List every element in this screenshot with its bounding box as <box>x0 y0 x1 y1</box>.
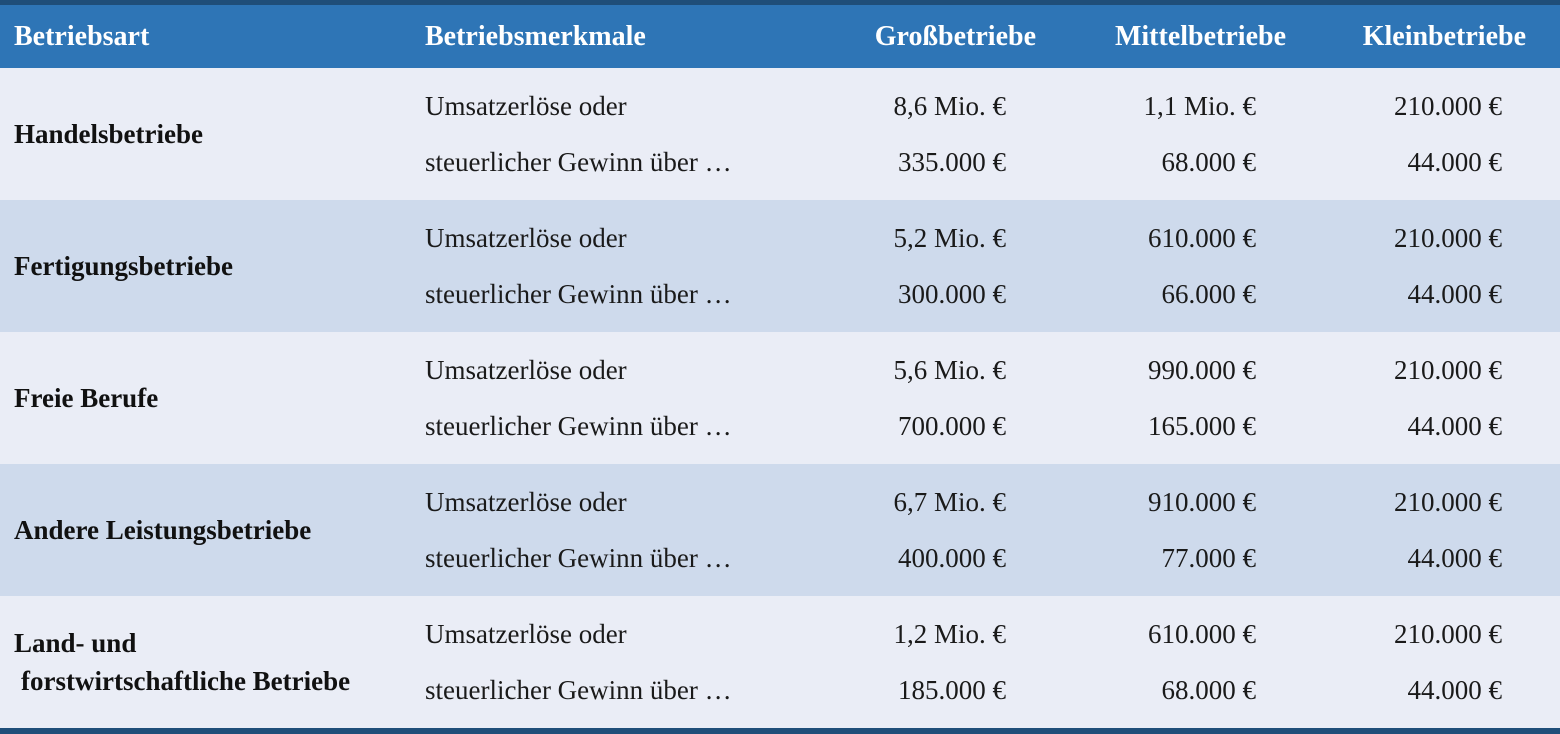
mittelbetriebe-cell: 610.000 € 66.000 € <box>1070 200 1320 332</box>
gewinn-value: 44.000 € <box>1407 279 1503 309</box>
umsatz-value: 1,2 Mio. € <box>893 619 1006 649</box>
merkmal-umsatz: Umsatzerlöse oder <box>425 223 627 253</box>
gewinn-value: 66.000 € <box>1161 279 1257 309</box>
betriebsart-cell: Handelsbetriebe <box>0 68 410 200</box>
betriebsart-label: Fertigungsbetriebe <box>14 251 233 281</box>
umsatz-value: 610.000 € <box>1148 223 1256 253</box>
kleinbetriebe-cell: 210.000 € 44.000 € <box>1320 464 1560 596</box>
merkmal-umsatz: Umsatzerlöse oder <box>425 355 627 385</box>
betriebsmerkmale-cell: Umsatzerlöse oder steuerlicher Gewinn üb… <box>410 332 820 464</box>
gewinn-value: 44.000 € <box>1407 543 1503 573</box>
merkmal-gewinn: steuerlicher Gewinn über … <box>425 279 732 309</box>
grossbetriebe-cell: 1,2 Mio. € 185.000 € <box>820 596 1070 728</box>
grossbetriebe-cell: 5,2 Mio. € 300.000 € <box>820 200 1070 332</box>
column-header-kleinbetriebe: Kleinbetriebe <box>1362 20 1526 52</box>
gewinn-value: 335.000 € <box>898 147 1006 177</box>
betriebsart-cell: Andere Leistungsbetriebe <box>0 464 410 596</box>
gewinn-value: 165.000 € <box>1148 411 1256 441</box>
kleinbetriebe-cell: 210.000 € 44.000 € <box>1320 596 1560 728</box>
betriebsmerkmale-cell: Umsatzerlöse oder steuerlicher Gewinn üb… <box>410 464 820 596</box>
merkmal-gewinn: steuerlicher Gewinn über … <box>425 675 732 705</box>
gewinn-value: 185.000 € <box>898 675 1006 705</box>
betriebsart-cell: Fertigungsbetriebe <box>0 200 410 332</box>
gewinn-value: 700.000 € <box>898 411 1006 441</box>
gewinn-value: 68.000 € <box>1161 147 1257 177</box>
umsatz-value: 910.000 € <box>1148 487 1256 517</box>
merkmal-gewinn: steuerlicher Gewinn über … <box>425 543 732 573</box>
merkmal-gewinn: steuerlicher Gewinn über … <box>425 411 732 441</box>
merkmal-umsatz: Umsatzerlöse oder <box>425 487 627 517</box>
table-row-fertigungsbetriebe: Fertigungsbetriebe Umsatzerlöse oder ste… <box>0 200 1560 332</box>
table-row-freie-berufe: Freie Berufe Umsatzerlöse oder steuerlic… <box>0 332 1560 464</box>
umsatz-value: 610.000 € <box>1148 619 1256 649</box>
umsatz-value: 210.000 € <box>1394 355 1502 385</box>
grossbetriebe-cell: 5,6 Mio. € 700.000 € <box>820 332 1070 464</box>
merkmal-umsatz: Umsatzerlöse oder <box>425 619 627 649</box>
kleinbetriebe-cell: 210.000 € 44.000 € <box>1320 200 1560 332</box>
gewinn-value: 44.000 € <box>1407 675 1503 705</box>
table-header-row: Betriebsart Betriebsmerkmale Großbetrieb… <box>0 5 1560 68</box>
umsatz-value: 210.000 € <box>1394 91 1502 121</box>
umsatz-value: 8,6 Mio. € <box>893 91 1006 121</box>
kleinbetriebe-cell: 210.000 € 44.000 € <box>1320 332 1560 464</box>
gewinn-value: 400.000 € <box>898 543 1006 573</box>
table-row-handelsbetriebe: Handelsbetriebe Umsatzerlöse oder steuer… <box>0 68 1560 200</box>
umsatz-value: 5,2 Mio. € <box>893 223 1006 253</box>
merkmal-gewinn: steuerlicher Gewinn über … <box>425 147 732 177</box>
gewinn-value: 68.000 € <box>1161 675 1257 705</box>
grossbetriebe-cell: 6,7 Mio. € 400.000 € <box>820 464 1070 596</box>
mittelbetriebe-cell: 910.000 € 77.000 € <box>1070 464 1320 596</box>
mittelbetriebe-cell: 990.000 € 165.000 € <box>1070 332 1320 464</box>
umsatz-value: 990.000 € <box>1148 355 1256 385</box>
column-header-grossbetriebe: Großbetriebe <box>874 20 1036 52</box>
betriebsmerkmale-cell: Umsatzerlöse oder steuerlicher Gewinn üb… <box>410 68 820 200</box>
betriebsmerkmale-cell: Umsatzerlöse oder steuerlicher Gewinn üb… <box>410 596 820 728</box>
gewinn-value: 44.000 € <box>1407 147 1503 177</box>
kleinbetriebe-cell: 210.000 € 44.000 € <box>1320 68 1560 200</box>
gewinn-value: 300.000 € <box>898 279 1006 309</box>
table-row-andere-leistungsbetriebe: Andere Leistungsbetriebe Umsatzerlöse od… <box>0 464 1560 596</box>
umsatz-value: 210.000 € <box>1394 619 1502 649</box>
umsatz-value: 210.000 € <box>1394 223 1502 253</box>
mittelbetriebe-cell: 610.000 € 68.000 € <box>1070 596 1320 728</box>
betriebsart-label: Andere Leistungsbetriebe <box>14 515 312 545</box>
umsatz-value: 6,7 Mio. € <box>893 487 1006 517</box>
column-header-mittelbetriebe: Mittelbetriebe <box>1114 20 1286 52</box>
merkmal-umsatz: Umsatzerlöse oder <box>425 91 627 121</box>
column-header-betriebsmerkmale: Betriebsmerkmale <box>425 20 646 52</box>
betriebsart-label: Handelsbetriebe <box>14 119 203 149</box>
column-header-betriebsart: Betriebsart <box>14 20 150 52</box>
betriebsart-label: Freie Berufe <box>14 383 159 413</box>
umsatz-value: 1,1 Mio. € <box>1143 91 1256 121</box>
umsatz-value: 5,6 Mio. € <box>893 355 1006 385</box>
mittelbetriebe-cell: 1,1 Mio. € 68.000 € <box>1070 68 1320 200</box>
betriebsart-cell: Freie Berufe <box>0 332 410 464</box>
betriebsmerkmale-cell: Umsatzerlöse oder steuerlicher Gewinn üb… <box>410 200 820 332</box>
betriebsart-label-line2: forstwirtschaftliche Betriebe <box>21 666 351 696</box>
grossbetriebe-cell: 8,6 Mio. € 335.000 € <box>820 68 1070 200</box>
gewinn-value: 44.000 € <box>1407 411 1503 441</box>
betriebsart-cell: Land- und forstwirtschaftliche Betriebe <box>0 596 410 728</box>
gewinn-value: 77.000 € <box>1161 543 1257 573</box>
table-row-land-forstwirtschaft: Land- und forstwirtschaftliche Betriebe … <box>0 596 1560 728</box>
betriebsart-label: Land- und <box>14 628 137 658</box>
umsatz-value: 210.000 € <box>1394 487 1502 517</box>
